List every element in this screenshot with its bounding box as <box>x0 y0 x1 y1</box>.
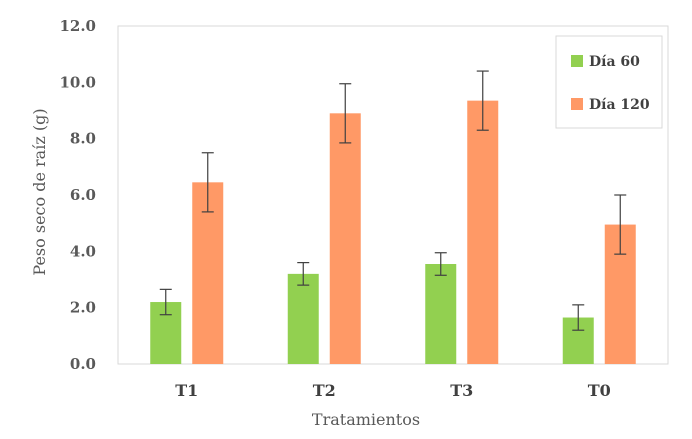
y-axis-ticks: 0.0 2.0 4.0 6.0 8.0 10.0 12.0 <box>59 17 96 373</box>
y-tick-label: 8.0 <box>70 130 96 148</box>
y-tick-label: 6.0 <box>70 186 96 204</box>
x-tick-label: T0 <box>588 381 611 400</box>
bar <box>425 264 457 364</box>
error-bars-group <box>159 70 627 331</box>
bar <box>329 113 361 364</box>
y-tick-label: 10.0 <box>59 73 96 91</box>
bar <box>192 182 224 364</box>
bars-group <box>150 100 636 365</box>
y-tick-label: 4.0 <box>70 242 96 260</box>
bar <box>467 100 499 365</box>
y-tick-label: 0.0 <box>70 355 96 373</box>
legend-box <box>555 35 663 129</box>
y-tick-label: 2.0 <box>70 299 96 317</box>
x-tick-label: T1 <box>175 381 198 400</box>
legend-swatch <box>571 55 583 67</box>
x-tick-label: T2 <box>313 381 336 400</box>
y-axis-title: Peso seco de raíz (g) <box>30 108 49 275</box>
legend-label: Día 60 <box>589 54 640 70</box>
legend: Día 60 Día 120 <box>555 35 663 129</box>
legend-swatch <box>571 98 583 110</box>
legend-label: Día 120 <box>589 97 650 113</box>
bar <box>287 273 319 364</box>
x-axis-title: Tratamientos <box>312 410 420 429</box>
x-tick-label: T3 <box>450 381 473 400</box>
y-tick-label: 12.0 <box>59 17 96 35</box>
x-axis-categories: T1 T2 T3 T0 <box>175 381 611 400</box>
